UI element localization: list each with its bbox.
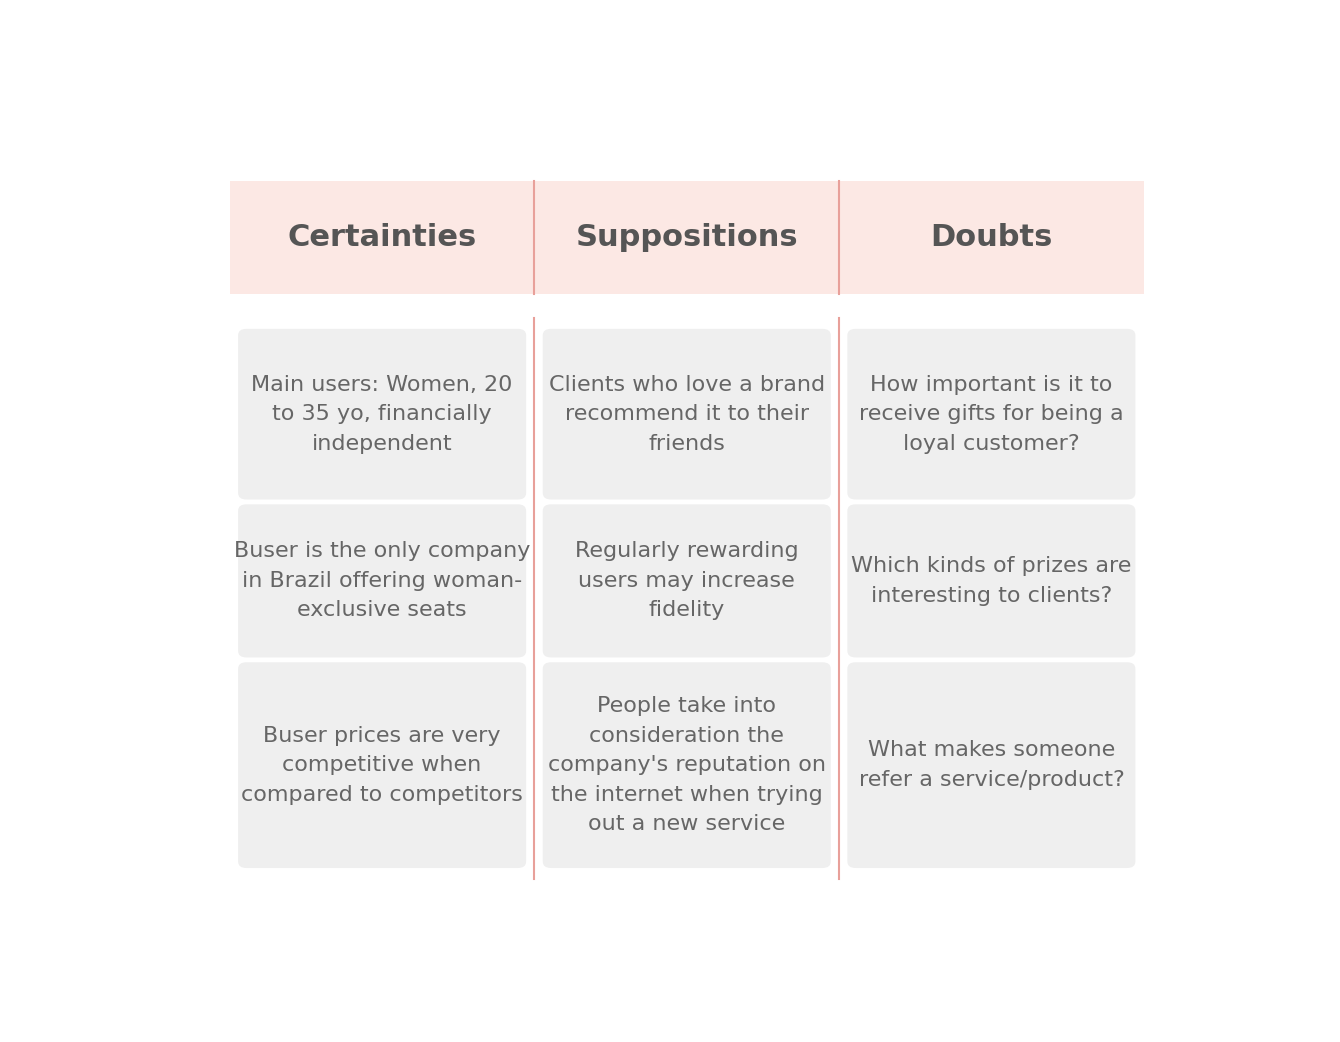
FancyBboxPatch shape: [239, 504, 527, 658]
Text: People take into
consideration the
company's reputation on
the internet when try: People take into consideration the compa…: [548, 696, 825, 835]
Text: Which kinds of prizes are
interesting to clients?: Which kinds of prizes are interesting to…: [851, 556, 1131, 605]
FancyBboxPatch shape: [543, 663, 831, 868]
FancyBboxPatch shape: [847, 329, 1135, 499]
FancyBboxPatch shape: [847, 663, 1135, 868]
FancyBboxPatch shape: [543, 329, 831, 499]
Text: Regularly rewarding
users may increase
fidelity: Regularly rewarding users may increase f…: [575, 541, 799, 620]
Text: Buser is the only company
in Brazil offering woman-
exclusive seats: Buser is the only company in Brazil offe…: [234, 541, 531, 620]
Text: Suppositions: Suppositions: [575, 223, 799, 252]
FancyBboxPatch shape: [230, 181, 1144, 294]
Text: Certainties: Certainties: [288, 223, 477, 252]
Text: What makes someone
refer a service/product?: What makes someone refer a service/produ…: [859, 740, 1124, 790]
FancyBboxPatch shape: [239, 663, 527, 868]
Text: Doubts: Doubts: [930, 223, 1052, 252]
FancyBboxPatch shape: [847, 504, 1135, 658]
Text: How important is it to
receive gifts for being a
loyal customer?: How important is it to receive gifts for…: [859, 374, 1124, 453]
Text: Clients who love a brand
recommend it to their
friends: Clients who love a brand recommend it to…: [548, 374, 825, 453]
FancyBboxPatch shape: [543, 504, 831, 658]
Text: Main users: Women, 20
to 35 yo, financially
independent: Main users: Women, 20 to 35 yo, financia…: [252, 374, 513, 453]
FancyBboxPatch shape: [239, 329, 527, 499]
Text: Buser prices are very
competitive when
compared to competitors: Buser prices are very competitive when c…: [241, 725, 523, 804]
